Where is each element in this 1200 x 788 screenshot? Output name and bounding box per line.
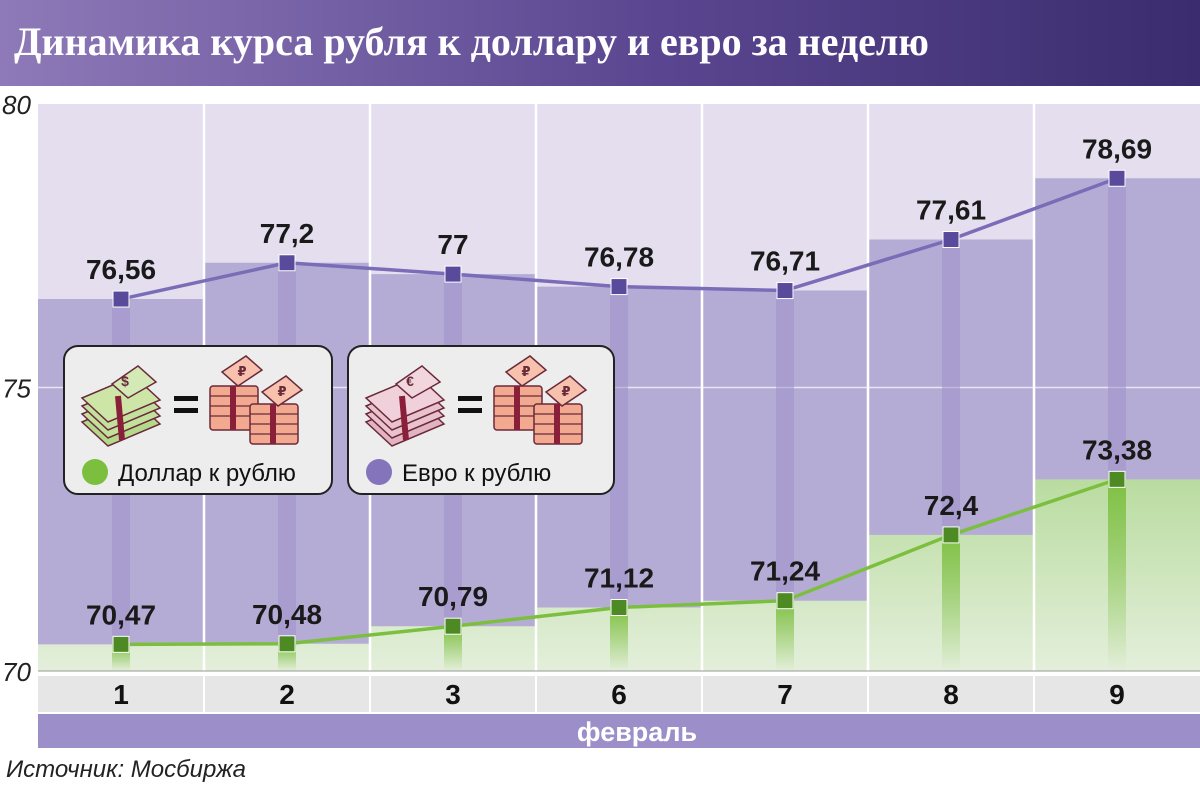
equals-icon [458, 396, 482, 413]
eur-data-label: 78,69 [1082, 133, 1152, 164]
legend-usd: $ ₽ ₽ [63, 345, 333, 495]
eur-column [776, 290, 794, 601]
equals-icon [174, 396, 198, 413]
euro-stack-equals-ruble-stacks-icon: € ₽ ₽ [364, 355, 588, 447]
eur-column [942, 239, 960, 535]
chart: 76,56 77,2 77 76,78 76,71 77,61 78,69 70,47 70,4… [2, 90, 1200, 748]
month-band [38, 714, 1200, 748]
svg-text:₽: ₽ [237, 364, 246, 379]
usd-data-label: 72,4 [924, 490, 979, 521]
usd-data-label: 71,24 [750, 556, 820, 587]
usd-data-label: 71,12 [584, 562, 654, 593]
usd-point [1108, 470, 1126, 488]
y-tick-label: 80 [2, 90, 31, 120]
x-tick-label: 8 [943, 679, 959, 710]
eur-data-label: 76,56 [86, 254, 156, 285]
y-tick-label: 75 [2, 374, 31, 404]
eur-point [776, 282, 794, 300]
usd-column [942, 534, 960, 671]
x-tick-label: 7 [777, 679, 793, 710]
eur-point [610, 278, 628, 296]
ruble-stacks-icon: ₽ ₽ [209, 355, 304, 445]
svg-text:$: $ [121, 373, 129, 389]
page-title: Динамика курса рубля к доллару и евро за… [14, 19, 929, 64]
legend-usd-swatch [82, 459, 108, 485]
usd-point [278, 635, 296, 653]
eur-point [112, 290, 130, 308]
svg-text:€: € [406, 373, 414, 389]
legend-eur-swatch [366, 459, 392, 485]
y-axis: 70 75 80 [2, 90, 31, 687]
usd-data-label: 70,47 [86, 599, 156, 630]
x-tick-label: 3 [445, 679, 461, 710]
title-bar: Динамика курса рубля к доллару и евро за… [0, 0, 1200, 86]
y-tick-label: 70 [2, 657, 31, 687]
x-tick-label: 6 [611, 679, 627, 710]
eur-point [278, 254, 296, 272]
eur-point [444, 265, 462, 283]
x-tick-label: 9 [1109, 679, 1125, 710]
x-tick-label: 1 [113, 679, 129, 710]
usd-column [444, 626, 462, 671]
usd-data-label: 70,79 [418, 581, 488, 612]
usd-column [610, 607, 628, 671]
x-tick-label: 2 [279, 679, 295, 710]
legend-eur-label: Евро к рублю [402, 460, 551, 487]
usd-point [444, 617, 462, 635]
x-axis-title: февраль [577, 717, 697, 747]
dollar-stack-icon: $ [80, 365, 162, 447]
usd-point [112, 635, 130, 653]
usd-data-label: 73,38 [1082, 434, 1152, 465]
usd-point [610, 598, 628, 616]
usd-area [38, 479, 1200, 671]
eur-point [1108, 169, 1126, 187]
svg-text:₽: ₽ [561, 384, 570, 399]
eur-column [1108, 178, 1126, 480]
usd-column [776, 600, 794, 671]
usd-column [1108, 479, 1126, 671]
svg-text:₽: ₽ [521, 364, 530, 379]
x-axis-band [38, 676, 1200, 712]
eur-data-label: 77,61 [916, 195, 986, 226]
dollar-stack-equals-ruble-stacks-icon: $ ₽ ₽ [80, 355, 304, 447]
ruble-stacks-icon: ₽ ₽ [493, 355, 588, 445]
series-layer: 76,56 77,2 77 76,78 76,71 77,61 78,69 70,47 70,4… [86, 133, 1152, 653]
usd-point [942, 526, 960, 544]
legend-usd-label: Доллар к рублю [118, 460, 296, 487]
eur-point [942, 231, 960, 249]
source-note: Источник: Мосбиржа [6, 756, 246, 783]
svg-text:₽: ₽ [277, 384, 286, 399]
eur-data-label: 77,2 [260, 218, 315, 249]
x-axis: 1 2 3 6 7 8 9 февраль [38, 676, 1200, 748]
eur-data-label: 76,78 [584, 242, 654, 273]
eur-data-label: 77 [437, 229, 468, 260]
usd-point [776, 592, 794, 610]
euro-stack-icon: € [364, 365, 446, 447]
eur-data-label: 76,71 [750, 246, 820, 277]
usd-data-label: 70,48 [252, 599, 322, 630]
legend-eur: € ₽ ₽ [347, 345, 615, 495]
